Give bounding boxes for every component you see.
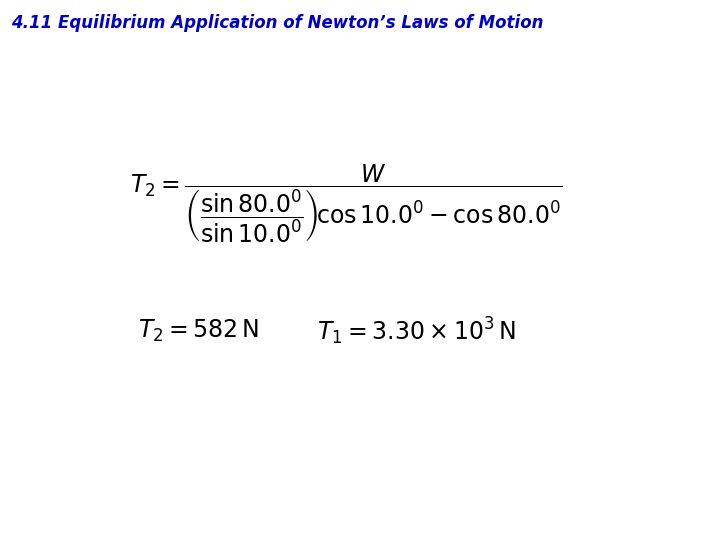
Text: $T_2 = 582\,\mathrm{N}$: $T_2 = 582\,\mathrm{N}$: [138, 318, 259, 344]
Text: $T_2 = \dfrac{W}{\left(\dfrac{\sin 80.0^0}{\sin 10.0^0}\right)\!\cos 10.0^0 - \c: $T_2 = \dfrac{W}{\left(\dfrac{\sin 80.0^…: [130, 163, 563, 245]
Text: $T_1 = 3.30 \times 10^3\,\mathrm{N}$: $T_1 = 3.30 \times 10^3\,\mathrm{N}$: [317, 315, 516, 347]
Text: 4.11 Equilibrium Application of Newton’s Laws of Motion: 4.11 Equilibrium Application of Newton’s…: [11, 14, 544, 31]
